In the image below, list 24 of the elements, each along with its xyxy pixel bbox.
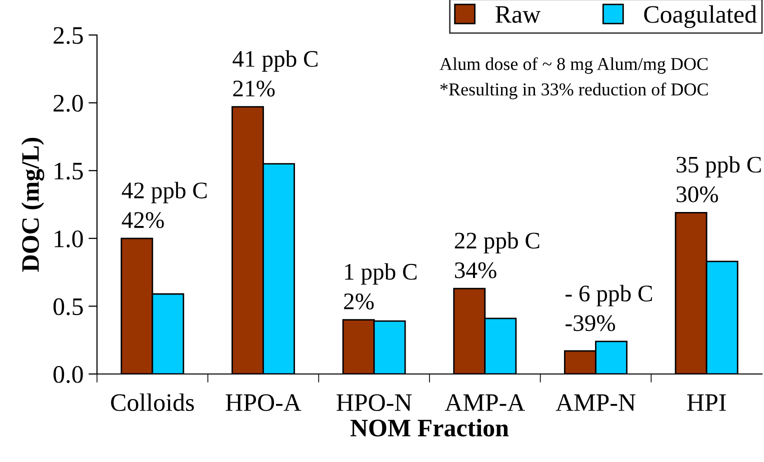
y-tick-label: 1.0 bbox=[54, 230, 83, 248]
x-tick-label: HPO-N bbox=[336, 394, 412, 412]
legend-label: Coagulated bbox=[644, 5, 757, 28]
y-tick-label: 2.5 bbox=[54, 27, 83, 44]
x-axis-title: NOM Fraction bbox=[350, 418, 509, 436]
annotation: Alum dose of ~ 8 mg Alum/mg DOC bbox=[440, 57, 708, 74]
x-tick-label: AMP-N bbox=[556, 394, 636, 411]
annotation: 1 ppb C 2% bbox=[344, 263, 417, 310]
x-tick-label: AMP-A bbox=[444, 394, 526, 411]
y-tick-label: 0.0 bbox=[54, 366, 83, 384]
annotation: - 6 ppb C -39% bbox=[566, 284, 652, 332]
y-tick-label: 1.5 bbox=[54, 162, 83, 180]
y-axis-title: DOC (mg/L) bbox=[21, 138, 44, 272]
legend-label: Raw bbox=[496, 6, 541, 23]
annotation: *Resulting in 33% reduction of DOC bbox=[440, 82, 708, 100]
annotation: 35 ppb C 30% bbox=[676, 156, 761, 202]
y-tick-label: 0.5 bbox=[54, 298, 83, 316]
y-tick-label: 2.0 bbox=[54, 94, 83, 112]
annotation: 22 ppb C 34% bbox=[454, 232, 540, 278]
annotation: 41 ppb C 21% bbox=[232, 50, 318, 97]
x-tick-label: HPO-A bbox=[226, 394, 302, 412]
annotation: 42 ppb C 42% bbox=[122, 182, 207, 228]
x-tick-label: Colloids bbox=[111, 393, 194, 412]
x-tick-label: HPI bbox=[687, 394, 726, 411]
